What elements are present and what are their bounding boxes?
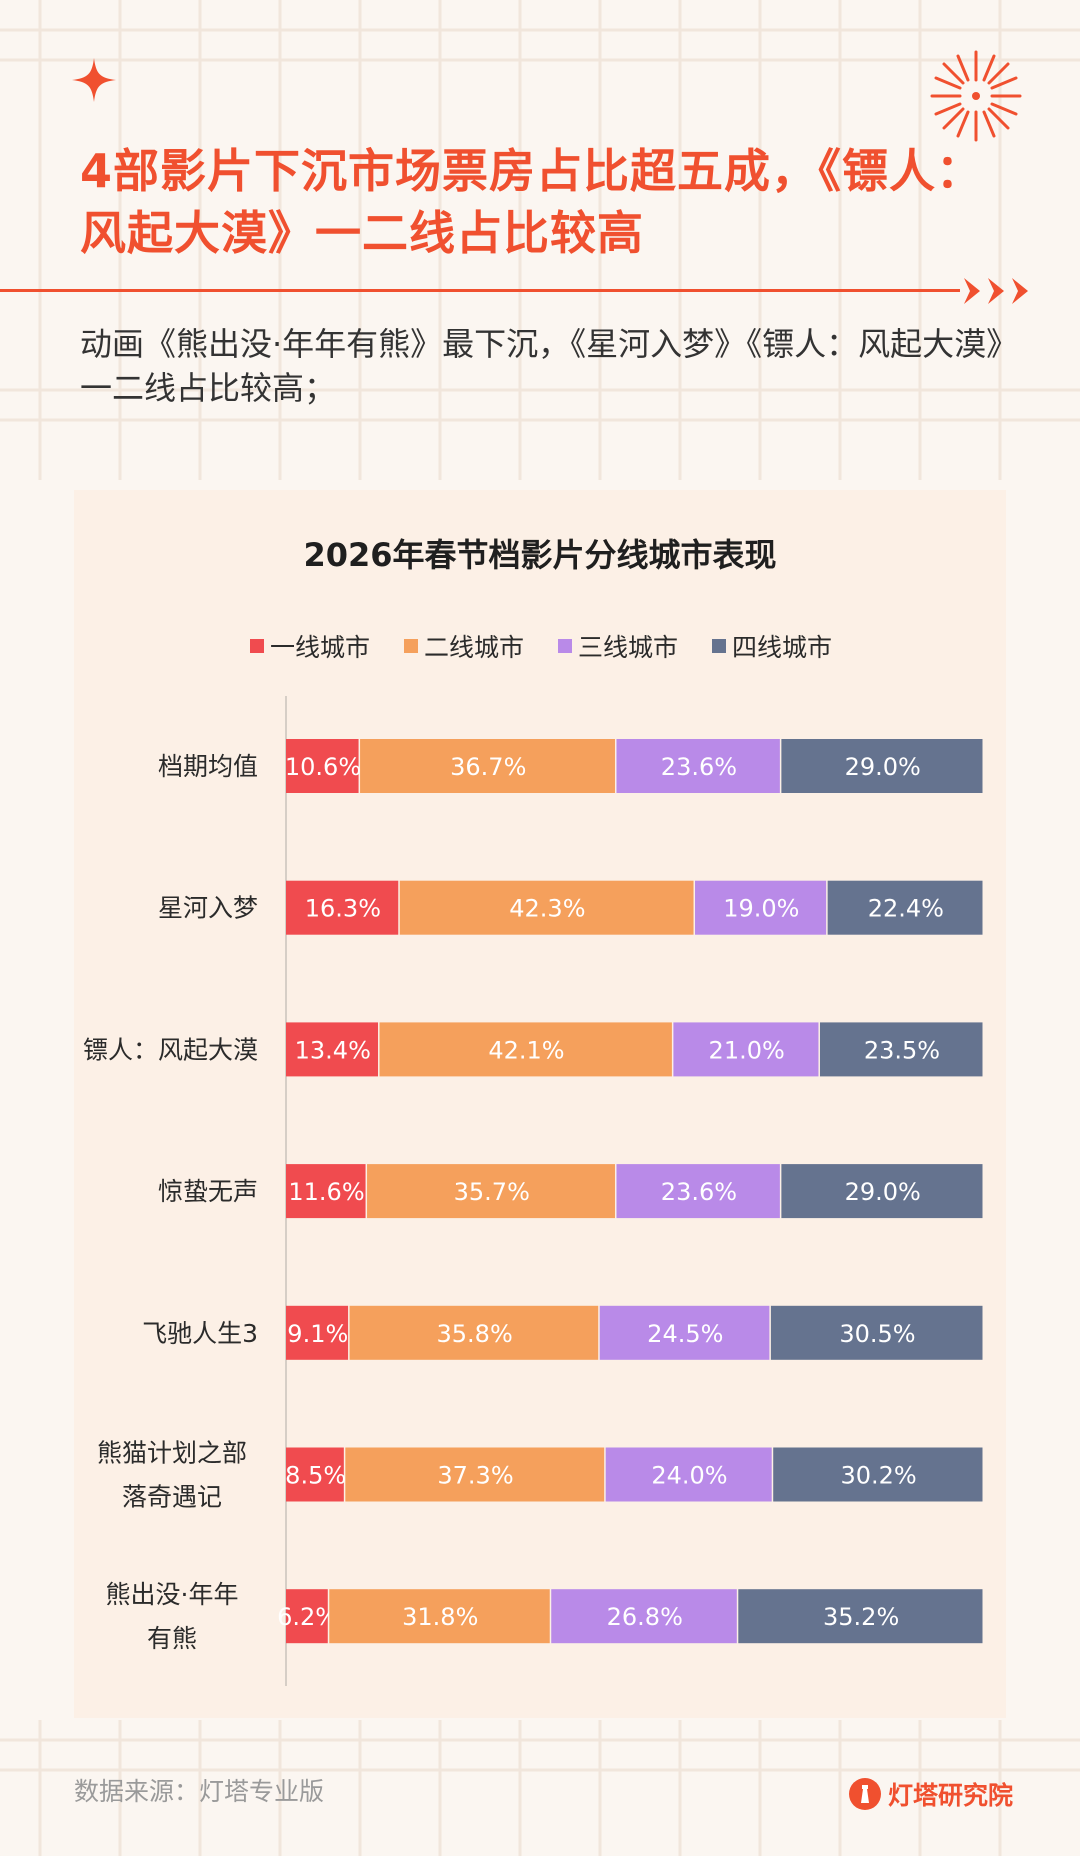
bar-segment xyxy=(616,739,780,793)
bar-value-label: 23.6% xyxy=(661,1178,737,1206)
bar-value-label: 22.4% xyxy=(868,895,944,923)
bar-segment xyxy=(345,1447,605,1502)
bar-segment xyxy=(399,880,694,935)
brand-name: 灯塔研究院 xyxy=(888,1781,1014,1810)
bar-segment xyxy=(773,1447,983,1502)
bar-segment xyxy=(599,1305,770,1360)
category-label: 熊出没·年年 xyxy=(106,1580,239,1609)
firework-icon xyxy=(930,50,1022,142)
bar-value-label: 36.7% xyxy=(450,753,526,781)
category-label: 熊猫计划之部 xyxy=(97,1439,247,1468)
bar-value-label: 13.4% xyxy=(295,1036,371,1064)
bar-value-label: 23.6% xyxy=(661,753,737,781)
legend-swatch-tier2 xyxy=(404,639,419,653)
bar-segment xyxy=(605,1447,772,1502)
bar-segment xyxy=(738,1589,983,1644)
legend-swatch-tier1 xyxy=(250,639,264,653)
bar-value-label: 42.1% xyxy=(488,1036,564,1064)
category-label: 有熊 xyxy=(147,1624,197,1653)
bar-segment xyxy=(819,1022,983,1077)
legend-swatch-tier4 xyxy=(712,639,727,653)
legend-item-tier1: 一线城市 xyxy=(250,628,370,664)
bar-segment xyxy=(695,880,827,935)
category-label: 档期均值 xyxy=(158,752,258,781)
bar-value-label: 11.6% xyxy=(288,1178,364,1206)
category-label: 惊蛰无声 xyxy=(158,1177,258,1206)
bar-value-label: 21.0% xyxy=(709,1036,785,1064)
bar-segment xyxy=(781,1164,983,1219)
bar-segment xyxy=(781,739,983,793)
bar-segment xyxy=(286,1305,349,1360)
category-label: 星河入梦 xyxy=(158,894,258,923)
bar-value-label: 24.5% xyxy=(647,1320,723,1348)
bar-segment xyxy=(286,1164,366,1219)
bar-value-label: 24.0% xyxy=(651,1462,727,1490)
bar-segment xyxy=(379,1022,672,1077)
bar-segment xyxy=(616,1164,780,1219)
bar-value-label: 19.0% xyxy=(723,895,799,923)
page-headline: 4部影片下沉市场票房占比超五成，《镖人：风起大漠》一二线占比较高 xyxy=(80,144,984,260)
bar-segment xyxy=(770,1305,983,1360)
bar-segment xyxy=(360,739,615,793)
bar-segment xyxy=(286,1022,379,1077)
bar-segment xyxy=(367,1164,615,1219)
legend-swatch-tier3 xyxy=(558,639,573,653)
legend-item-tier3: 三线城市 xyxy=(558,628,678,664)
bar-segment xyxy=(551,1589,737,1644)
legend-label-tier4: 四线城市 xyxy=(732,633,833,662)
chart-title: 2026年春节档影片分线城市表现 xyxy=(303,536,777,574)
chart-legend: 一线城市 二线城市 三线城市 四线城市 xyxy=(250,628,890,664)
bar-value-label: 31.8% xyxy=(402,1603,478,1631)
data-source-note: 数据来源：灯塔专业版 xyxy=(74,1777,325,1806)
bar-segment xyxy=(827,880,983,935)
bar-value-label: 16.3% xyxy=(305,895,381,923)
bar-value-label: 30.2% xyxy=(840,1462,916,1490)
bar-segment xyxy=(286,1589,328,1644)
bar-segment xyxy=(286,1447,344,1502)
bar-value-label: 29.0% xyxy=(845,753,921,781)
category-label: 镖人：风起大漠 xyxy=(83,1035,258,1064)
bar-segment xyxy=(286,739,359,793)
bar-segment xyxy=(329,1589,550,1644)
bar-value-label: 30.5% xyxy=(839,1320,915,1348)
bar-value-label: 26.8% xyxy=(607,1603,683,1631)
bar-segment xyxy=(286,880,399,935)
bar-value-label: 42.3% xyxy=(509,895,585,923)
bar-value-label: 8.5% xyxy=(285,1462,346,1490)
lighthouse-logo-icon xyxy=(849,1778,881,1810)
bar-segment xyxy=(673,1022,819,1077)
header-divider xyxy=(0,289,960,292)
page-subtitle: 动画《熊出没·年年有熊》最下沉，《星河入梦》《镖人：风起大漠》一二线占比较高； xyxy=(80,325,1003,407)
bar-value-label: 35.8% xyxy=(437,1320,513,1348)
bar-value-label: 35.7% xyxy=(454,1178,530,1206)
triple-arrow-icon xyxy=(964,278,1028,304)
legend-label-tier2: 二线城市 xyxy=(424,633,525,662)
bar-value-label: 35.2% xyxy=(823,1603,899,1631)
brand-mark: 灯塔研究院 xyxy=(848,1776,1013,1812)
bar-value-label: 23.5% xyxy=(864,1036,940,1064)
bar-value-label: 9.1% xyxy=(287,1320,348,1348)
legend-label-tier1: 一线城市 xyxy=(270,633,371,662)
legend-item-tier4: 四线城市 xyxy=(712,628,832,664)
bar-value-label: 6.2% xyxy=(277,1603,338,1631)
category-label: 落奇遇记 xyxy=(122,1483,222,1512)
legend-label-tier3: 三线城市 xyxy=(578,633,679,662)
sparkle-icon xyxy=(72,58,116,102)
category-label: 飞驰人生3 xyxy=(142,1319,258,1348)
bar-value-label: 10.6% xyxy=(285,753,361,781)
chart-panel xyxy=(74,490,1006,1718)
bar-value-label: 29.0% xyxy=(845,1178,921,1206)
bar-value-label: 37.3% xyxy=(437,1462,513,1490)
legend-item-tier2: 二线城市 xyxy=(404,628,524,664)
bar-segment xyxy=(349,1305,599,1360)
